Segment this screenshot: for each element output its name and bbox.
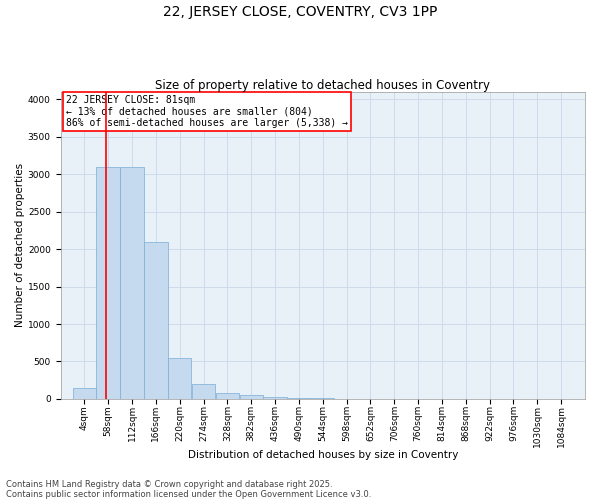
Text: 22, JERSEY CLOSE, COVENTRY, CV3 1PP: 22, JERSEY CLOSE, COVENTRY, CV3 1PP — [163, 5, 437, 19]
Bar — [144, 242, 167, 399]
Bar — [192, 384, 215, 399]
Y-axis label: Number of detached properties: Number of detached properties — [15, 164, 25, 328]
Bar — [239, 395, 263, 399]
Bar — [97, 167, 120, 399]
Text: 22 JERSEY CLOSE: 81sqm
← 13% of detached houses are smaller (804)
86% of semi-de: 22 JERSEY CLOSE: 81sqm ← 13% of detached… — [66, 95, 348, 128]
Bar — [168, 358, 191, 399]
Bar — [73, 388, 96, 399]
Bar — [263, 398, 287, 399]
Text: Contains HM Land Registry data © Crown copyright and database right 2025.
Contai: Contains HM Land Registry data © Crown c… — [6, 480, 371, 499]
Title: Size of property relative to detached houses in Coventry: Size of property relative to detached ho… — [155, 79, 490, 92]
Bar — [287, 398, 311, 399]
Bar — [121, 167, 144, 399]
X-axis label: Distribution of detached houses by size in Coventry: Distribution of detached houses by size … — [188, 450, 458, 460]
Bar — [216, 393, 239, 399]
